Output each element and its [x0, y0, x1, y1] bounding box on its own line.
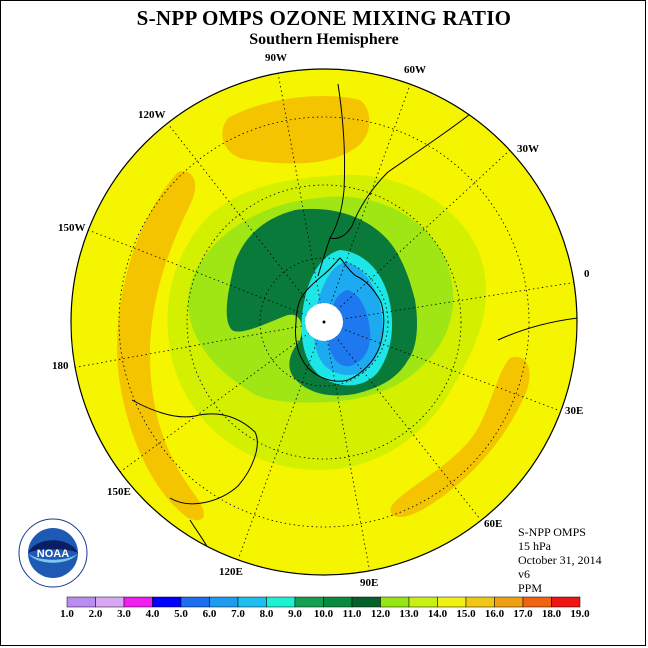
- antarctic-peninsula: [317, 237, 331, 277]
- lon-label-0: 0: [584, 268, 590, 280]
- info-date: October 31, 2014: [518, 553, 602, 567]
- info-units: PPM: [518, 581, 543, 595]
- colorbar-tick-label: 9.0: [288, 608, 302, 620]
- colorbar-tick-label: 12.0: [370, 608, 391, 620]
- meridian-150w: [87, 229, 325, 323]
- lon-label-120w: 120W: [138, 109, 166, 121]
- lon-label-150w: 150W: [58, 222, 86, 234]
- meridian-30w: [323, 149, 511, 323]
- colorbar-tick-label: 16.0: [484, 608, 505, 620]
- noaa-logo-text: NOAA: [37, 548, 69, 560]
- lat-circle-20: [118, 116, 530, 528]
- lon-label-150e: 150E: [107, 486, 131, 498]
- meridian-150e: [119, 321, 325, 473]
- colorbar-tick-label: 5.0: [174, 608, 188, 620]
- colorbar-tick-label: 10.0: [313, 608, 334, 620]
- colorbar-tick-label: 4.0: [145, 608, 160, 620]
- colorbar-tick-label: 3.0: [117, 608, 131, 620]
- lon-label-30w: 30W: [517, 143, 539, 155]
- australia-coast: [131, 399, 258, 505]
- info-block: S-NPP OMPS 15 hPa October 31, 2014 v6 PP…: [518, 525, 602, 595]
- meridian-90e: [323, 321, 371, 574]
- colorbar-tick-label: 19.0: [570, 608, 590, 620]
- lon-label-90w: 90W: [265, 52, 287, 64]
- colorbar-tick-label: 7.0: [231, 608, 245, 620]
- orange-band-upper: [222, 95, 370, 164]
- meridian-90w: [277, 72, 325, 323]
- lon-label-90e: 90E: [360, 577, 379, 589]
- info-version: v6: [518, 567, 530, 581]
- info-instrument: S-NPP OMPS: [518, 525, 586, 539]
- meridian-30e: [323, 321, 559, 411]
- meridian-120e: [237, 321, 325, 561]
- orange-band-east: [390, 356, 530, 518]
- colorbar-tick-label: 8.0: [259, 608, 274, 620]
- colorbar-tick-label: 1.0: [60, 608, 74, 620]
- meridian-120w: [167, 123, 325, 323]
- pole-point: [322, 320, 326, 324]
- south-america-coast: [329, 83, 479, 239]
- lon-label-60w: 60W: [404, 64, 426, 76]
- meridian-60w: [323, 84, 411, 323]
- colorbar-tick-label: 6.0: [202, 608, 217, 620]
- coastlines: [131, 83, 577, 553]
- graticule: [71, 72, 577, 574]
- colorbar-tick-label: 15.0: [456, 608, 476, 620]
- colorbar-tick-label: 11.0: [342, 608, 362, 620]
- colorbar-tick-label: 17.0: [513, 608, 533, 620]
- map-title: S-NPP OMPS OZONE MIXING RATIO: [136, 6, 512, 30]
- antarctica-coast: [295, 257, 385, 382]
- meridian-60e: [323, 321, 481, 520]
- lon-label-60e: 60E: [484, 518, 503, 530]
- colorbar-tick-label: 13.0: [399, 608, 419, 620]
- lon-label-30e: 30E: [565, 405, 584, 417]
- colorbar-tick-label: 14.0: [427, 608, 448, 620]
- lat-circle-40: [186, 184, 462, 460]
- orange-band-west: [117, 171, 204, 521]
- map-border: [70, 68, 578, 576]
- info-level: 15 hPa: [518, 539, 551, 553]
- lat-circle-60: [259, 257, 389, 387]
- map-subtitle: Southern Hemisphere: [249, 31, 399, 48]
- lon-label-180: 180: [52, 360, 69, 372]
- colorbar-tick-label: 2.0: [88, 608, 103, 620]
- lon-label-120e: 120E: [219, 566, 243, 578]
- noaa-logo: NOAA: [18, 518, 88, 588]
- colorbar-tick-label: 18.0: [541, 608, 562, 620]
- africa-coast: [497, 317, 577, 341]
